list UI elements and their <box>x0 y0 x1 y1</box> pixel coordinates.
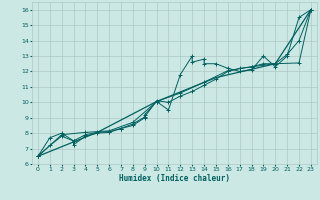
X-axis label: Humidex (Indice chaleur): Humidex (Indice chaleur) <box>119 174 230 183</box>
